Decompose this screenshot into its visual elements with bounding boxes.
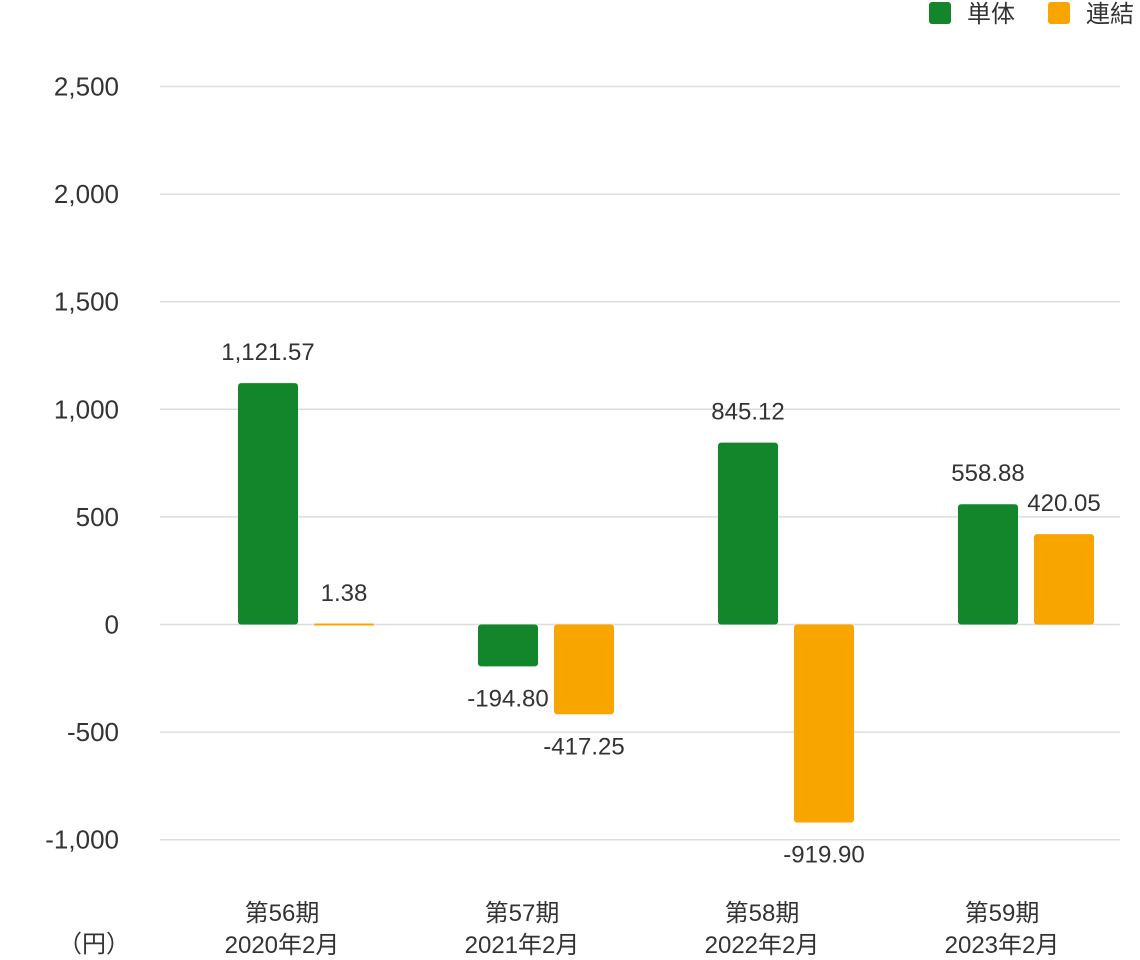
bar-renketsu-1[interactable] [314, 623, 374, 626]
x-tick-label-period: 第58期 [725, 900, 800, 927]
y-tick-label: 500 [76, 502, 119, 532]
bar-renketsu-4[interactable] [1034, 534, 1094, 625]
y-tick-label: 0 [105, 610, 119, 640]
data-label: 1,121.57 [221, 339, 314, 366]
x-tick-label-period: 第57期 [485, 900, 560, 927]
x-axis: 第56期 2020年2月 第57期 2021年2月 第58期 2022年2月 第59期 202… [225, 900, 1060, 959]
legend-item-tantai[interactable]: 単体 [929, 1, 1015, 28]
legend-swatch [929, 2, 951, 24]
data-label: 1.38 [321, 580, 368, 607]
x-tick-label-date: 2023年2月 [945, 932, 1060, 959]
y-tick-label: 2,000 [54, 179, 119, 209]
data-label: -194.80 [467, 685, 548, 712]
data-label: 845.12 [711, 399, 784, 426]
legend-label: 単体 [967, 1, 1015, 28]
x-tick-label-date: 2021年2月 [465, 932, 580, 959]
y-axis: 2,500 2,000 1,500 1,000 500 0 -500 -1,000 [45, 72, 119, 855]
data-label: 420.05 [1027, 490, 1100, 517]
bar-tantai-4[interactable] [958, 504, 1018, 625]
chart-bars [238, 383, 1094, 823]
data-label: -417.25 [543, 733, 624, 760]
data-label: -919.90 [783, 841, 864, 868]
bar-tantai-3[interactable] [718, 442, 778, 625]
bar-tantai-2[interactable] [478, 624, 538, 667]
y-tick-label: 2,500 [54, 72, 119, 102]
x-tick-label-date: 2022年2月 [705, 932, 820, 959]
x-tick-label-date: 2020年2月 [225, 932, 340, 959]
bar-renketsu-3[interactable] [794, 624, 854, 823]
data-labels: 1,121.57 1.38 -194.80 -417.25 845.12 -919.90 5… [221, 339, 1100, 868]
bar-renketsu-2[interactable] [554, 624, 614, 715]
x-tick-label-period: 第56期 [245, 900, 320, 927]
bar-tantai-1[interactable] [238, 383, 298, 625]
x-tick-label-period: 第59期 [965, 900, 1040, 927]
y-tick-label: -1,000 [45, 825, 119, 855]
y-tick-label: 1,500 [54, 287, 119, 317]
y-tick-label: 1,000 [54, 394, 119, 424]
y-tick-label: -500 [67, 717, 119, 747]
legend-label: 連結 [1086, 1, 1134, 28]
y-unit-label: （円） [58, 931, 130, 958]
data-label: 558.88 [951, 460, 1024, 487]
legend-swatch [1048, 2, 1070, 24]
legend-item-renketsu[interactable]: 連結 [1048, 1, 1134, 28]
chart-legend: 単体 連結 [929, 1, 1134, 28]
